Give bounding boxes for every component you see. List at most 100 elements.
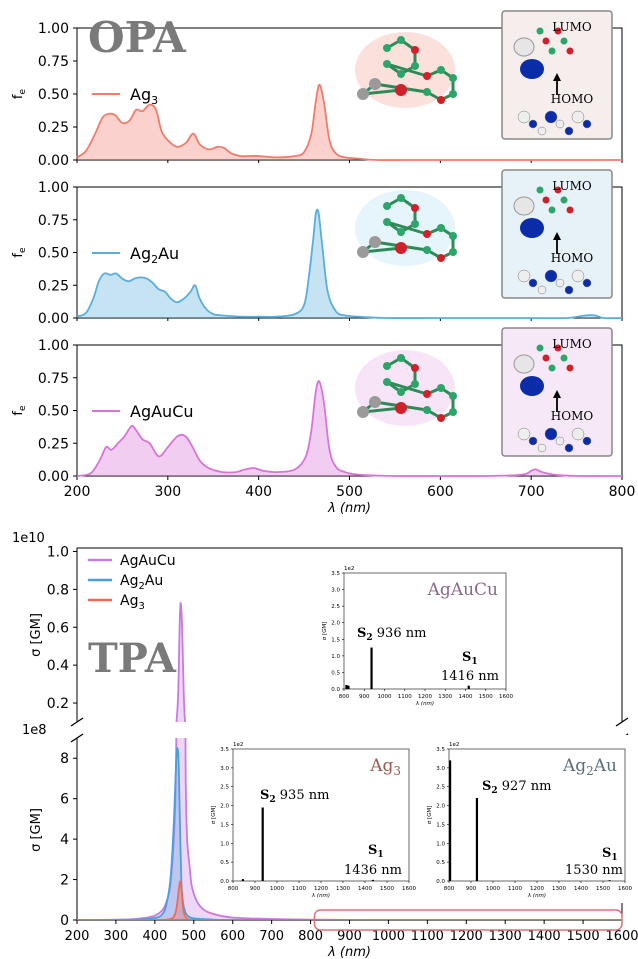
homo-lobe [517, 427, 531, 441]
y-axis-label-main: f [11, 411, 26, 416]
molecule-atom [437, 96, 445, 104]
legend-label: Ag3 [130, 85, 158, 107]
y-tick-label: 6 [60, 792, 69, 808]
lumo-lobe [513, 354, 535, 374]
molecule-atom [383, 60, 391, 68]
y-tick-label: 3.0 [331, 588, 340, 594]
homo-lobe [564, 285, 574, 295]
molecule-atom [411, 46, 419, 54]
x-tick-label: 1500 [479, 694, 493, 700]
annotation-s1-state: S [462, 650, 471, 665]
legend-label: AgAuCu [130, 402, 194, 421]
legend-label-main: Ag [120, 573, 138, 589]
molecule-atom [397, 228, 405, 236]
x-tick-label: 1300 [336, 886, 350, 892]
axis-break-mark [615, 717, 629, 727]
orbital-atom [542, 37, 550, 45]
y-tick-label: 0.0 [331, 687, 340, 693]
lower-plot [77, 738, 622, 920]
upper-frame [76, 547, 623, 722]
x-tick-label: 600 [220, 929, 245, 944]
x-tick-label: 1600 [605, 929, 638, 944]
inset-exponent: 1e2 [449, 742, 459, 748]
legend-label: Ag3 [120, 593, 145, 612]
lumo-label: LUMO [552, 179, 592, 193]
series-line [77, 880, 622, 920]
y-tick-label: 2 [60, 873, 69, 889]
x-tick-label: 500 [181, 929, 206, 944]
y-tick-label: 3.5 [220, 747, 229, 753]
x-tick-label: 500 [336, 484, 363, 500]
molecule-atom [383, 218, 391, 226]
x-tick-label: 800 [609, 484, 636, 500]
legend-label-main: AgAuCu [120, 553, 176, 569]
inset-title: AgAuCu [427, 580, 498, 600]
orbital-atom [536, 27, 544, 35]
molecule-atom [423, 88, 431, 96]
y-tick-label: 0.0 [220, 879, 229, 885]
annotation-s2-sub: 2 [491, 786, 497, 796]
y-tick-label: 8 [60, 751, 69, 767]
x-tick-label: 1100 [292, 886, 306, 892]
x-tick-label: 1300 [552, 886, 566, 892]
orbital-atom [536, 186, 544, 194]
molecule-atom [437, 66, 445, 74]
inset-title-main: AgAuCu [427, 580, 498, 600]
inset-title: Ag3 [369, 756, 401, 778]
y-axis-label-sub: e [18, 247, 28, 253]
x-axis-label: λ (nm) [327, 945, 371, 959]
x-tick-label: 1000 [372, 929, 405, 944]
orbital-atom [554, 27, 562, 35]
orbital-atom [560, 37, 568, 45]
x-tick-label: 900 [466, 886, 477, 892]
x-tick-label: 1400 [459, 694, 473, 700]
y-tick-label: 0.00 [38, 153, 69, 169]
y-axis-label-sub: e [18, 405, 28, 411]
series-line [76, 83, 622, 161]
x-tick-label: 900 [250, 886, 261, 892]
molecule-bond [362, 246, 402, 254]
annotation-s1-wavelength: 1436 nm [344, 863, 402, 878]
orbital-atom [560, 196, 568, 204]
annotation-s1-state: S [368, 843, 377, 858]
arrow-head [553, 232, 561, 240]
homo-lobe [537, 285, 547, 295]
x-tick-label: 1200 [314, 886, 328, 892]
y-tick-label: 1.5 [331, 637, 340, 643]
molecule-atom [383, 202, 391, 210]
x-tick-label: 1000 [378, 694, 392, 700]
molecule-atom [411, 62, 419, 70]
lumo-lobe-blue [520, 218, 544, 238]
homo-label: HOMO [551, 409, 594, 423]
annotation-s2-text: 927 nm [498, 779, 552, 794]
y-axis-label: σ [GM] [427, 806, 433, 825]
y-tick-label: 0.8 [47, 582, 69, 598]
orbital-atom [548, 47, 556, 55]
homo-label: HOMO [551, 92, 594, 106]
molecule-atom [397, 194, 405, 202]
arrow-head [553, 390, 561, 398]
y-tick-label: 0.2 [47, 696, 69, 712]
molecule-atom [449, 90, 457, 98]
y-axis-label: fe [11, 405, 28, 416]
molecule-atom [437, 384, 445, 392]
molecule-structure [355, 32, 457, 108]
molecule-atom [395, 402, 407, 414]
x-tick-label: 900 [359, 694, 370, 700]
x-tick-label: 1500 [567, 929, 600, 944]
inset-exponent: 1e2 [344, 566, 354, 572]
homo-lobe [571, 110, 585, 124]
x-tick-label: 1300 [438, 694, 452, 700]
x-tick-label: 1000 [486, 886, 500, 892]
legend-label-main: Ag [120, 593, 138, 609]
x-tick-label: 700 [259, 929, 284, 944]
molecule-atom [397, 70, 405, 78]
homo-lobe [571, 269, 585, 283]
y-tick-label: 0.50 [38, 246, 69, 262]
molecule-atom [411, 364, 419, 372]
orbital-atom [560, 354, 568, 362]
molecule-atom [369, 396, 381, 408]
y-tick-label: 1.0 [47, 544, 69, 560]
axis-break-mark [70, 733, 84, 743]
annotation-s2-state: S [357, 626, 366, 641]
